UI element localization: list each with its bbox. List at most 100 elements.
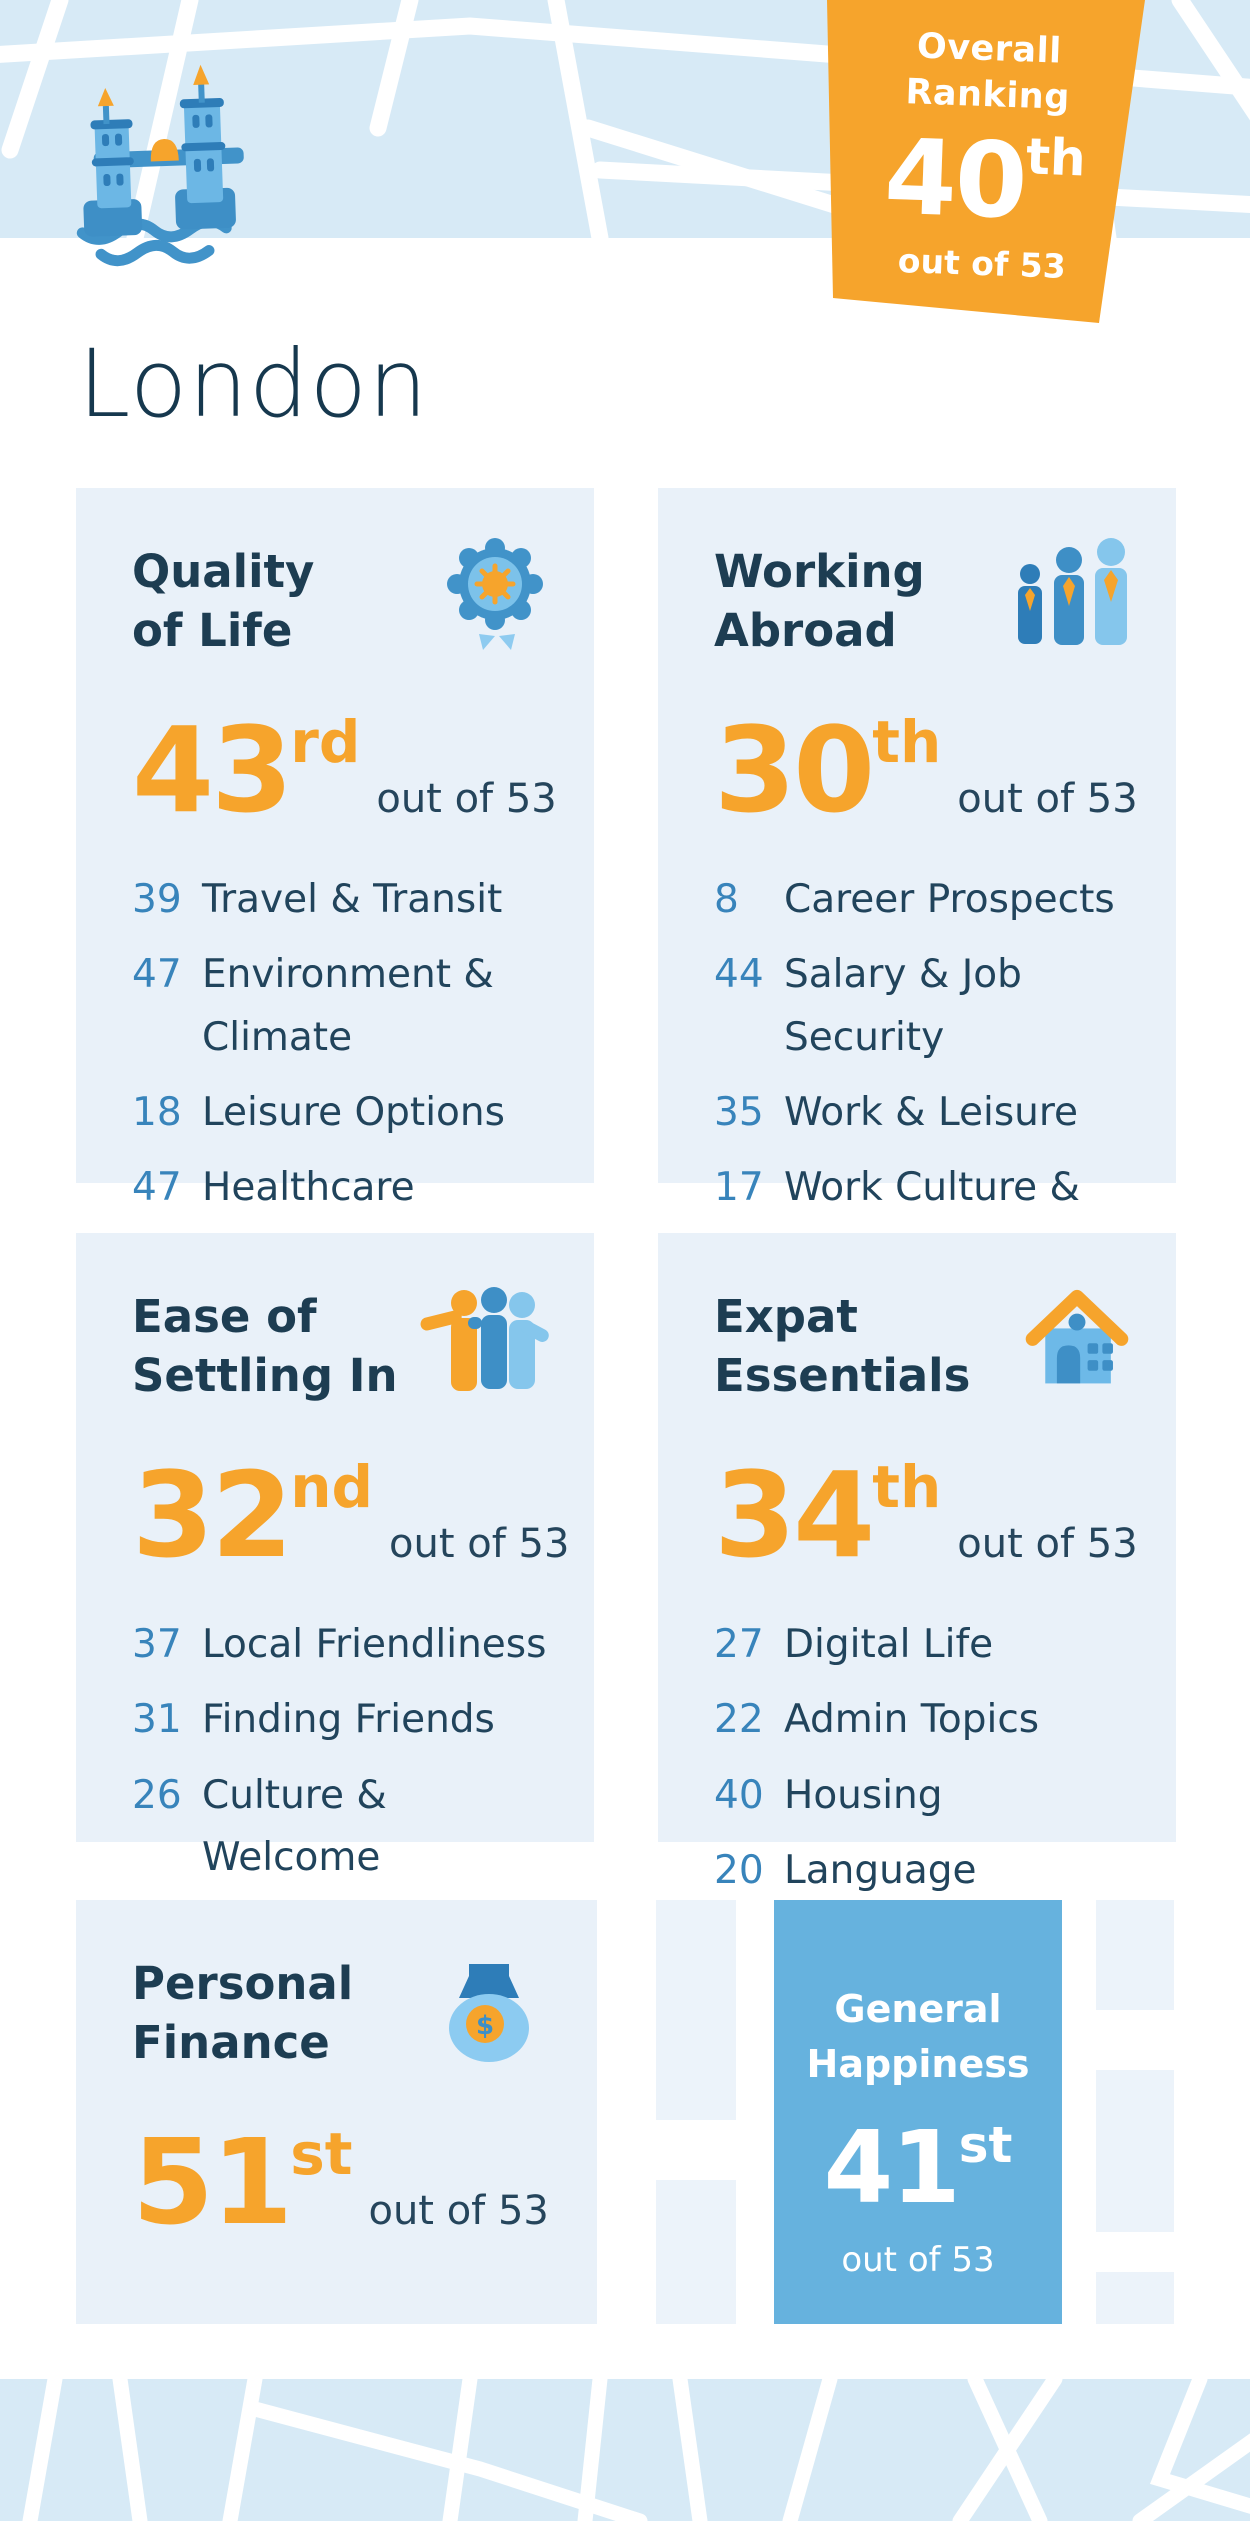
list-item: 8 Career Prospects [714,869,1132,931]
card-title-line1: Personal [132,1957,354,2010]
subscore-label: Language [784,1847,977,1893]
badge-out-of: out of 53 [897,241,1067,287]
subscore-rank: 26 [132,1772,182,1818]
list-item: 39 Travel & Transit [132,869,550,931]
subscore-label: Leisure Options [202,1089,505,1135]
overall-ranking-content: Overall Ranking 40 th out of 53 [827,0,1145,323]
subscore-rank: 22 [714,1697,764,1743]
card-ease-of-settling-in: Ease of Settling In [76,1233,594,1880]
list-item: 27 Digital Life [714,1614,1132,1676]
happiness-rank: 41 st [824,2118,1013,2218]
subscore-list: 27 Digital Life 22 Admin Topics 40 Housing … [714,1614,1132,1903]
friends-group-icon [420,1283,550,1395]
card-title: Personal Finance [132,1954,553,2073]
subscore-rank: 35 [714,1089,764,1135]
list-item: 40 Housing [714,1765,1132,1827]
house-icon [1022,1283,1132,1395]
card-title-line1: Expat [714,1290,858,1343]
card-rank: 32 nd out of 53 [132,1445,569,1584]
list-item: 20 Language [714,1840,1132,1902]
card-title-line2: of Life [132,604,293,658]
map-block [1096,2070,1174,2232]
card-working-abroad: Working Abroad 30 [658,488,1176,1273]
list-item: 18 Leisure Options [132,1082,550,1144]
subscore-rank: 31 [132,1697,182,1743]
list-item: 37 Local Friendliness [132,1614,550,1676]
card-general-happiness: General Happiness 41 st out of 53 [774,1900,1062,2324]
subscore-rank: 44 [714,952,764,998]
page-title-city: London [78,330,429,439]
subscore-rank: 20 [714,1847,764,1893]
card-rank: 30 th out of 53 [714,700,1138,839]
subscore-rank: 39 [132,876,182,922]
happiness-out-of: out of 53 [841,2240,995,2281]
card-title-line2: Finance [132,2016,330,2070]
card-rank: 43 rd out of 53 [132,700,557,839]
card-rank: 34 th out of 53 [714,1445,1138,1584]
rank-out-of: out of 53 [368,2187,549,2234]
rank-number: 32 [132,1445,293,1584]
list-item: 44 Salary & Job Security [714,944,1132,1069]
happiness-title-line2: Happiness [806,2042,1030,2087]
subscore-rank: 37 [132,1621,182,1667]
happiness-title: General Happiness [807,1982,1030,2092]
rank-suffix: nd [290,1452,374,1521]
subscore-label: Local Friendliness [202,1621,547,1667]
award-rosette-icon [440,538,550,650]
card-expat-essentials: Expat Essentials 34 th out of 53 27 Digita… [658,1233,1176,1893]
subscore-rank: 47 [132,1165,182,1211]
subscore-label: Healthcare [202,1165,415,1211]
rank-number: 51 [132,2112,293,2251]
subscore-rank: 27 [714,1621,764,1667]
list-item: 47 Environment & Climate [132,944,550,1069]
subscore-label: Environment & Climate [202,952,494,1060]
subscore-label: Digital Life [784,1621,994,1667]
subscore-label: Salary & Job Security [784,952,1022,1060]
rank-out-of: out of 53 [376,775,557,822]
subscore-rank: 47 [132,952,182,998]
happiness-rank-suffix: st [958,2116,1013,2175]
map-block [656,2180,736,2324]
subscore-label: Travel & Transit [202,876,503,922]
rank-number: 30 [714,700,875,839]
money-bag-icon: $ [439,1956,539,2068]
happiness-title-line1: General [834,1987,1002,2031]
map-block [1096,2272,1174,2324]
list-item: 31 Finding Friends [132,1689,550,1751]
subscore-label: Admin Topics [784,1697,1040,1743]
subscore-label: Housing [784,1772,943,1818]
card-title-line1: Working [714,545,925,598]
card-title-line2: Abroad [714,604,897,658]
card-quality-of-life: Quality of Life [76,488,594,1286]
card-title-line2: Settling In [132,1349,398,1403]
rank-suffix: th [872,707,942,776]
rank-number: 43 [132,700,293,839]
happiness-rank-number: 41 [823,2109,961,2227]
subscore-list: 8 Career Prospects 44 Salary & Job Securit… [714,869,1132,1282]
rank-out-of: out of 53 [957,775,1138,822]
rank-out-of: out of 53 [957,1520,1138,1567]
tower-bridge-icon [58,60,273,272]
rank-out-of: out of 53 [389,1520,570,1567]
subscore-rank: 17 [714,1165,764,1211]
card-title: Working Abroad [714,542,1132,661]
card-title: Expat Essentials [714,1287,1132,1406]
map-block [1096,1900,1174,2010]
list-item: 35 Work & Leisure [714,1082,1132,1144]
rank-suffix: th [872,1452,942,1521]
rank-number: 34 [714,1445,875,1584]
card-title-line1: Ease of [132,1290,317,1343]
subscore-list: 39 Travel & Transit 47 Environment & Clima… [132,869,550,1295]
rank-suffix: rd [290,707,361,776]
badge-line-1: Overall [916,26,1063,72]
map-background-bottom [0,2371,1250,2521]
badge-rank-suffix: th [1025,127,1087,188]
list-item: 26 Culture & Welcome [132,1765,550,1890]
card-title: Quality of Life [132,542,550,661]
map-block [656,1900,736,2120]
subscore-label: Career Prospects [784,876,1115,922]
subscore-rank: 8 [714,876,739,922]
subscore-label: Finding Friends [202,1697,495,1743]
card-personal-finance: Personal Finance $ 51 st out of 53 [76,1900,597,2324]
rank-suffix: st [290,2119,353,2188]
